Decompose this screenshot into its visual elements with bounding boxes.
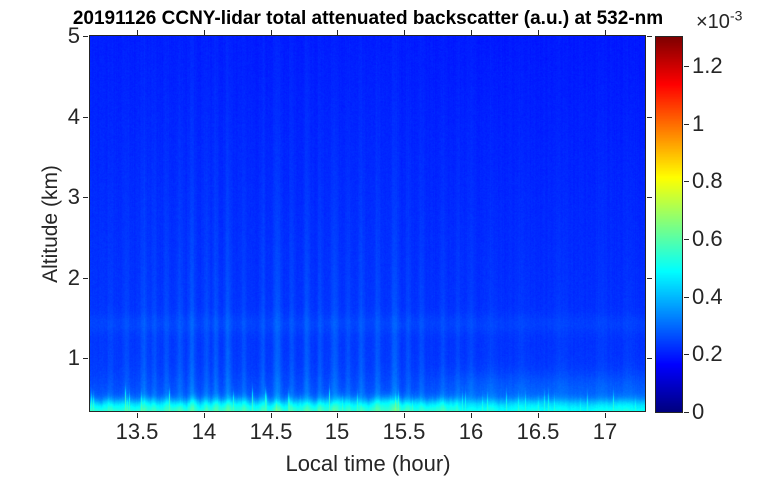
colorbar-tick-label: 0.6 xyxy=(692,226,723,251)
colorbar-tick-label: 1.2 xyxy=(692,53,723,78)
colorbar-tick-label: 0.2 xyxy=(692,341,723,366)
x-tick-label: 15.5 xyxy=(382,419,426,444)
x-tick-label: 14.5 xyxy=(249,419,293,444)
x-tick-mark xyxy=(471,413,472,418)
x-tick-label: 15 xyxy=(324,419,350,444)
y-tick-label: 1 xyxy=(67,345,80,370)
colorbar xyxy=(656,37,682,412)
colorbar-tick-label: 0 xyxy=(692,399,705,424)
x-tick-mark-top xyxy=(605,30,606,35)
y-tick-mark xyxy=(83,36,88,37)
x-tick-mark-top xyxy=(538,30,539,35)
x-tick-mark xyxy=(137,413,138,418)
x-tick-mark xyxy=(605,413,606,418)
x-axis-label: Local time (hour) xyxy=(285,451,451,476)
x-tick-label: 16 xyxy=(458,419,484,444)
x-tick-mark xyxy=(271,413,272,418)
exponent-base: ×10 xyxy=(696,11,730,33)
y-tick-mark-right xyxy=(647,278,652,279)
colorbar-exponent-label: ×10-3 xyxy=(696,8,742,34)
x-tick-mark-top xyxy=(137,30,138,35)
x-tick-label: 13.5 xyxy=(115,419,159,444)
chart-title: 20191126 CCNY-lidar total attenuated bac… xyxy=(72,8,664,29)
x-tick-mark-top xyxy=(271,30,272,35)
y-tick-label: 5 xyxy=(67,23,80,48)
heatmap-plot-area xyxy=(90,36,645,412)
x-tick-mark-top xyxy=(404,30,405,35)
colorbar-tick-label: 1 xyxy=(692,111,705,136)
colorbar-tick-mark xyxy=(684,239,689,240)
colorbar-tick-label: 0.8 xyxy=(692,168,723,193)
x-tick-mark-top xyxy=(471,30,472,35)
y-tick-label: 3 xyxy=(67,184,80,209)
x-tick-mark xyxy=(538,413,539,418)
y-tick-mark xyxy=(83,358,88,359)
y-tick-mark xyxy=(83,117,88,118)
y-axis-label: Altitude (km) xyxy=(39,165,62,283)
y-tick-mark-right xyxy=(647,197,652,198)
colorbar-tick-mark xyxy=(684,297,689,298)
colorbar-tick-mark xyxy=(684,354,689,355)
colorbar-tick-mark xyxy=(684,124,689,125)
y-tick-mark-right xyxy=(647,36,652,37)
x-tick-mark-top xyxy=(337,30,338,35)
x-tick-mark xyxy=(404,413,405,418)
x-tick-mark xyxy=(204,413,205,418)
y-tick-mark-right xyxy=(647,358,652,359)
colorbar-tick-mark xyxy=(684,412,689,413)
x-tick-mark xyxy=(337,413,338,418)
x-tick-mark-top xyxy=(204,30,205,35)
colorbar-tick-mark xyxy=(684,66,689,67)
colorbar-tick-label: 0.4 xyxy=(692,284,723,309)
y-tick-label: 2 xyxy=(67,265,80,290)
y-tick-label: 4 xyxy=(67,104,80,129)
y-tick-mark-right xyxy=(647,117,652,118)
y-tick-mark xyxy=(83,197,88,198)
y-tick-mark xyxy=(83,278,88,279)
exponent-power: -3 xyxy=(729,7,743,24)
x-tick-label: 14 xyxy=(191,419,217,444)
x-tick-label: 16.5 xyxy=(516,419,560,444)
colorbar-tick-mark xyxy=(684,181,689,182)
x-tick-label: 17 xyxy=(592,419,618,444)
